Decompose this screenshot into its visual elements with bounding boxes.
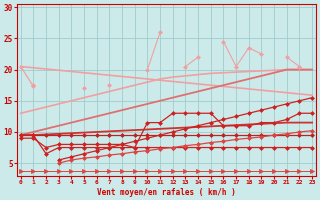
X-axis label: Vent moyen/en rafales ( km/h ): Vent moyen/en rafales ( km/h ) <box>97 188 236 197</box>
